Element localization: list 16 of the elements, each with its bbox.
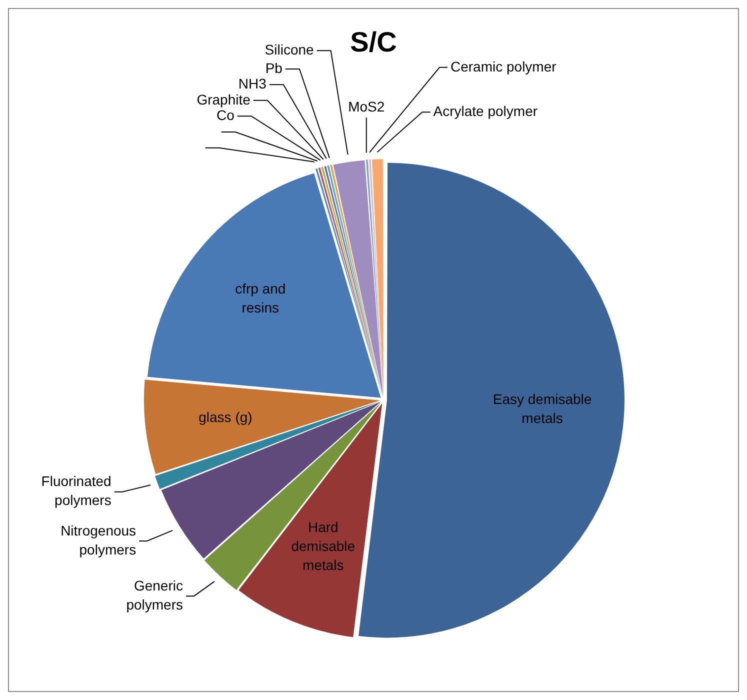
slice-label: Pb [265,60,283,76]
slice-label: Fluorinated polymers [41,473,112,508]
slice-label: Hard demisable metals [291,519,356,574]
slice-label: Graphite [196,91,251,108]
slice-label: MoS2 [348,98,385,114]
slice-label: Generic polymers [126,577,183,612]
chart-title: S/C [350,26,397,58]
slice-label: glass (g) [198,409,252,426]
slice-label: cfrp and resins [235,280,286,316]
slice-label: Nitrogenous polymers [60,522,136,558]
slice-label: Easy demisable metals [492,391,592,426]
slice-label: Co [216,107,235,124]
slice-label: Silicone [264,41,314,58]
slice-label: NH3 [238,76,267,92]
slice-label: Acrylate polymer [433,102,538,119]
slice-label: Ceramic polymer [450,58,557,74]
